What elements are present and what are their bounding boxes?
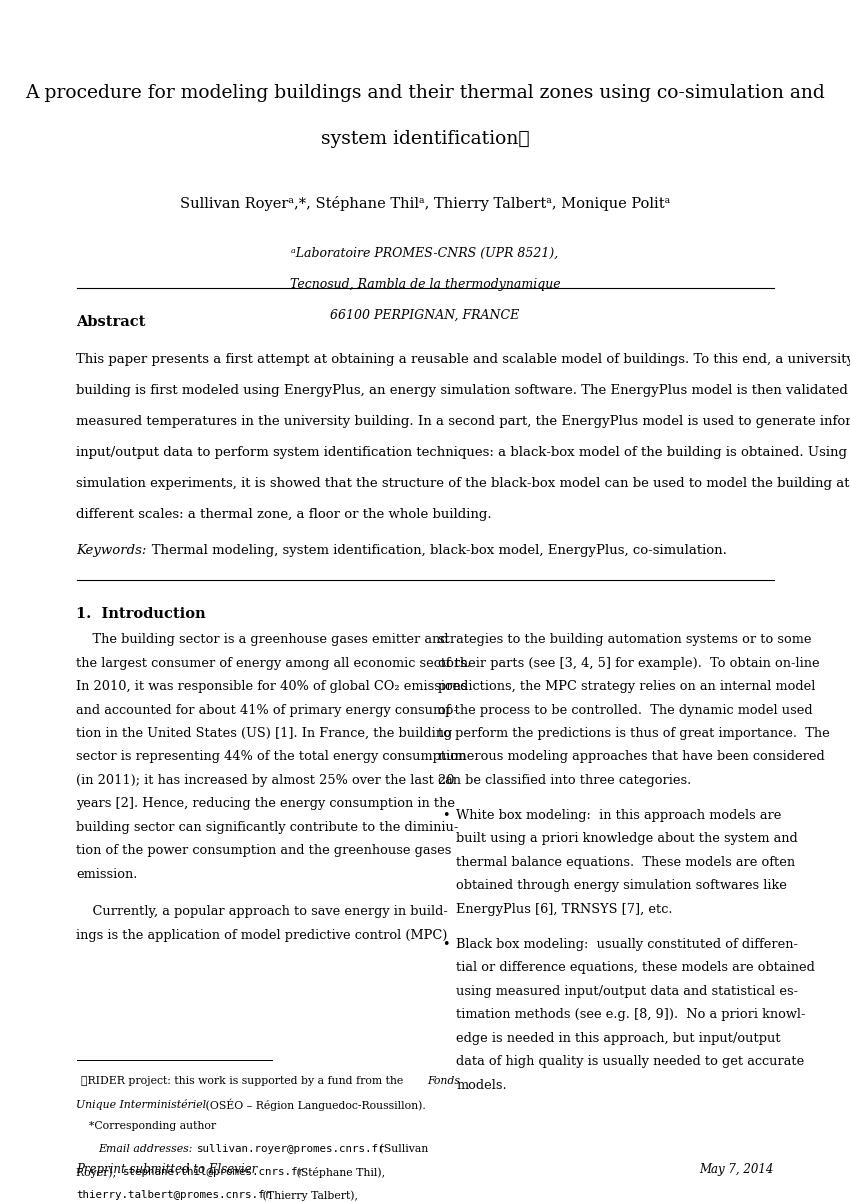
- Text: building is first modeled using EnergyPlus, an energy simulation software. The E: building is first modeled using EnergyPl…: [76, 385, 850, 398]
- Text: input/output data to perform system identification techniques: a black-box model: input/output data to perform system iden…: [76, 446, 847, 459]
- Text: Unique Interministériel: Unique Interministériel: [76, 1099, 207, 1109]
- Text: ᵃLaboratoire PROMES-CNRS (UPR 8521),: ᵃLaboratoire PROMES-CNRS (UPR 8521),: [292, 246, 558, 260]
- Text: timation methods (see e.g. [8, 9]).  No a priori knowl-: timation methods (see e.g. [8, 9]). No a…: [456, 1008, 806, 1022]
- Text: (Thierry Talbert),: (Thierry Talbert),: [259, 1190, 358, 1201]
- Text: of their parts (see [3, 4, 5] for example).  To obtain on-line: of their parts (see [3, 4, 5] for exampl…: [438, 656, 819, 670]
- Text: 66100 PERPIGNAN, FRANCE: 66100 PERPIGNAN, FRANCE: [331, 309, 519, 322]
- Text: predictions, the MPC strategy relies on an internal model: predictions, the MPC strategy relies on …: [438, 680, 815, 694]
- Text: ings is the application of model predictive control (MPC): ings is the application of model predict…: [76, 929, 448, 941]
- Text: sullivan.royer@promes.cnrs.fr: sullivan.royer@promes.cnrs.fr: [197, 1144, 386, 1154]
- Text: The building sector is a greenhouse gases emitter and: The building sector is a greenhouse gase…: [76, 633, 449, 647]
- Text: A procedure for modeling buildings and their thermal zones using co-simulation a: A procedure for modeling buildings and t…: [26, 84, 824, 102]
- Text: stephane.thil@promes.cnrs.fr: stephane.thil@promes.cnrs.fr: [123, 1167, 305, 1177]
- Text: models.: models.: [456, 1078, 507, 1091]
- Text: White box modeling:  in this approach models are: White box modeling: in this approach mod…: [456, 809, 782, 822]
- Text: Fonds: Fonds: [428, 1076, 461, 1085]
- Text: emission.: emission.: [76, 868, 138, 881]
- Text: obtained through energy simulation softwares like: obtained through energy simulation softw…: [456, 880, 787, 892]
- Text: building sector can significantly contribute to the diminiu-: building sector can significantly contri…: [76, 821, 459, 834]
- Text: thermal balance equations.  These models are often: thermal balance equations. These models …: [456, 856, 796, 869]
- Text: to perform the predictions is thus of great importance.  The: to perform the predictions is thus of gr…: [438, 727, 830, 740]
- Text: This paper presents a first attempt at obtaining a reusable and scalable model o: This paper presents a first attempt at o…: [76, 353, 850, 367]
- Text: May 7, 2014: May 7, 2014: [699, 1162, 774, 1176]
- Text: the largest consumer of energy among all economic sectors.: the largest consumer of energy among all…: [76, 656, 472, 670]
- Text: edge is needed in this approach, but input/output: edge is needed in this approach, but inp…: [456, 1031, 781, 1045]
- Text: Black box modeling:  usually constituted of differen-: Black box modeling: usually constituted …: [456, 938, 798, 951]
- Text: Thermal modeling, system identification, black-box model, EnergyPlus, co-simulat: Thermal modeling, system identification,…: [139, 545, 727, 558]
- Text: Currently, a popular approach to save energy in build-: Currently, a popular approach to save en…: [76, 905, 449, 918]
- Text: data of high quality is usually needed to get accurate: data of high quality is usually needed t…: [456, 1055, 805, 1069]
- Text: can be classified into three categories.: can be classified into three categories.: [438, 774, 691, 787]
- Text: ⋆RIDER project: this work is supported by a fund from the: ⋆RIDER project: this work is supported b…: [81, 1076, 406, 1085]
- Text: thierry.talbert@promes.cnrs.fr: thierry.talbert@promes.cnrs.fr: [76, 1190, 271, 1200]
- Text: built using a priori knowledge about the system and: built using a priori knowledge about the…: [456, 833, 798, 845]
- Text: sector is representing 44% of the total energy consumption: sector is representing 44% of the total …: [76, 750, 467, 763]
- Text: numerous modeling approaches that have been considered: numerous modeling approaches that have b…: [438, 750, 824, 763]
- Text: In 2010, it was responsible for 40% of global CO₂ emissions: In 2010, it was responsible for 40% of g…: [76, 680, 468, 694]
- Text: measured temperatures in the university building. In a second part, the EnergyPl: measured temperatures in the university …: [76, 416, 850, 428]
- Text: different scales: a thermal zone, a floor or the whole building.: different scales: a thermal zone, a floo…: [76, 508, 492, 522]
- Text: Sullivan Royerᵃ,*, Stéphane Thilᵃ, Thierry Talbertᵃ, Monique Politᵃ: Sullivan Royerᵃ,*, Stéphane Thilᵃ, Thier…: [180, 196, 670, 210]
- Text: strategies to the building automation systems or to some: strategies to the building automation sy…: [438, 633, 811, 647]
- Text: (OSÉO – Région Languedoc-Roussillon).: (OSÉO – Région Languedoc-Roussillon).: [202, 1099, 426, 1111]
- Text: system identification⋆: system identification⋆: [320, 130, 530, 148]
- Text: Preprint submitted to Elsevier: Preprint submitted to Elsevier: [76, 1162, 258, 1176]
- Text: (in 2011); it has increased by almost 25% over the last 20: (in 2011); it has increased by almost 25…: [76, 774, 455, 787]
- Text: Keywords:: Keywords:: [76, 545, 147, 558]
- Text: 1.  Introduction: 1. Introduction: [76, 607, 206, 620]
- Text: years [2]. Hence, reducing the energy consumption in the: years [2]. Hence, reducing the energy co…: [76, 797, 456, 810]
- Text: Royer),: Royer),: [76, 1167, 120, 1178]
- Text: Abstract: Abstract: [76, 315, 146, 329]
- Text: •: •: [442, 938, 450, 951]
- Text: tial or difference equations, these models are obtained: tial or difference equations, these mode…: [456, 962, 815, 975]
- Text: (Stéphane Thil),: (Stéphane Thil),: [293, 1167, 385, 1178]
- Text: *Corresponding author: *Corresponding author: [89, 1121, 217, 1131]
- Text: and accounted for about 41% of primary energy consump-: and accounted for about 41% of primary e…: [76, 703, 458, 716]
- Text: •: •: [442, 809, 450, 822]
- Text: Tecnosud, Rambla de la thermodynamique: Tecnosud, Rambla de la thermodynamique: [290, 278, 560, 291]
- Text: Email addresses:: Email addresses:: [98, 1144, 196, 1154]
- Text: of the process to be controlled.  The dynamic model used: of the process to be controlled. The dyn…: [438, 703, 813, 716]
- Text: tion in the United States (US) [1]. In France, the building: tion in the United States (US) [1]. In F…: [76, 727, 453, 740]
- Text: EnergyPlus [6], TRNSYS [7], etc.: EnergyPlus [6], TRNSYS [7], etc.: [456, 903, 673, 916]
- Text: (Sullivan: (Sullivan: [376, 1144, 428, 1155]
- Text: simulation experiments, it is showed that the structure of the black-box model c: simulation experiments, it is showed tha…: [76, 477, 850, 490]
- Text: tion of the power consumption and the greenhouse gases: tion of the power consumption and the gr…: [76, 844, 452, 857]
- Text: using measured input/output data and statistical es-: using measured input/output data and sta…: [456, 984, 799, 998]
